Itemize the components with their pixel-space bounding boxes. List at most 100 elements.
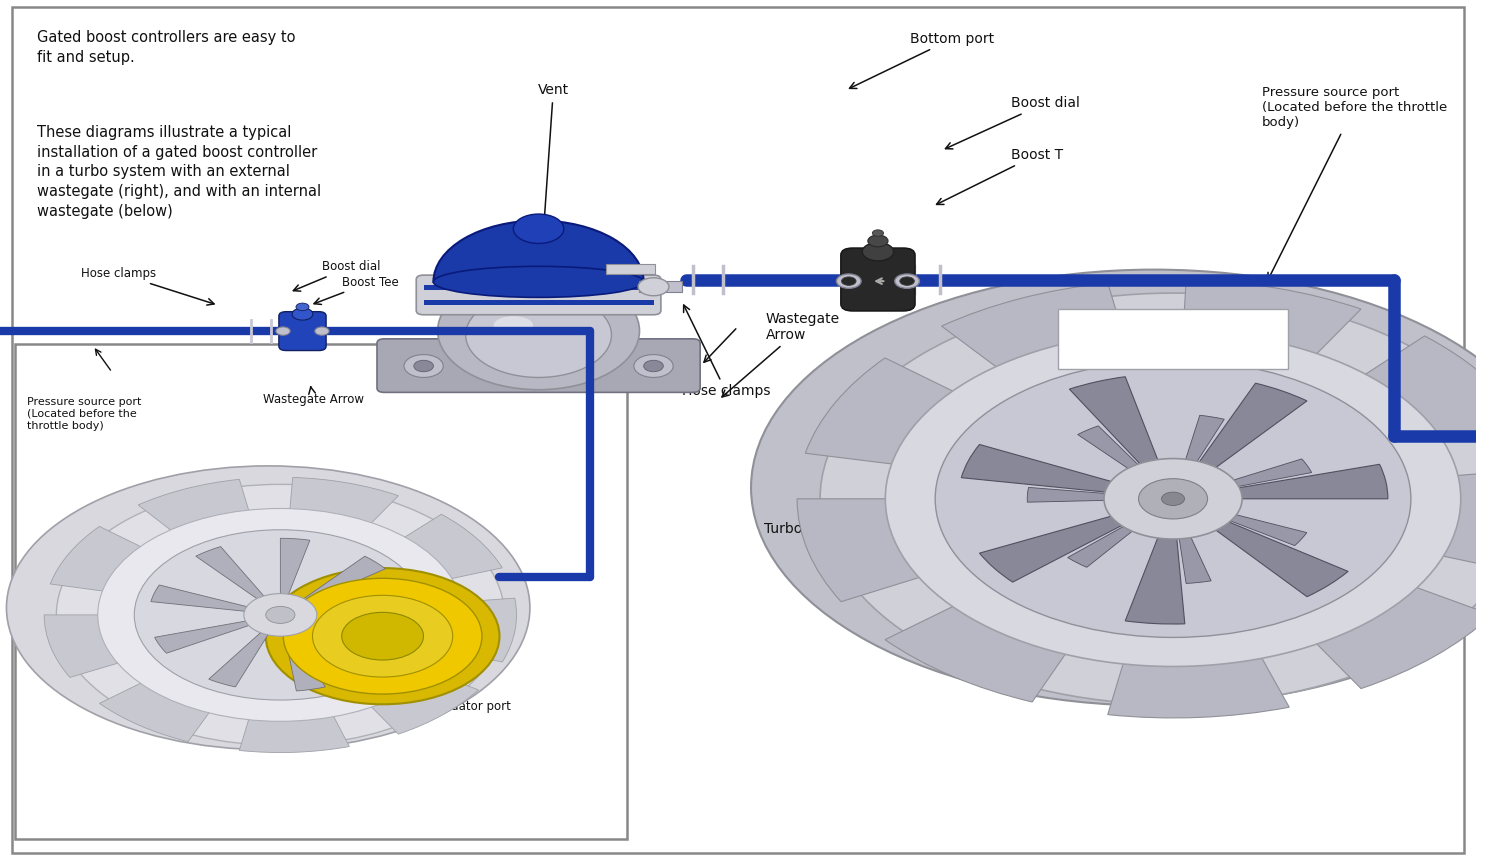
Circle shape — [437, 272, 639, 390]
Circle shape — [405, 354, 443, 378]
Circle shape — [293, 308, 314, 320]
Circle shape — [57, 484, 505, 746]
Wedge shape — [1173, 384, 1306, 499]
Bar — [606, 264, 655, 273]
Wedge shape — [51, 526, 281, 615]
Wedge shape — [1173, 280, 1362, 499]
Circle shape — [266, 606, 296, 624]
Wedge shape — [1067, 499, 1173, 568]
Circle shape — [1139, 479, 1208, 519]
Wedge shape — [281, 538, 311, 615]
Circle shape — [414, 360, 433, 372]
Ellipse shape — [6, 466, 530, 750]
FancyBboxPatch shape — [841, 248, 915, 311]
FancyBboxPatch shape — [15, 344, 627, 838]
Circle shape — [266, 568, 500, 704]
Wedge shape — [1173, 499, 1211, 583]
Wedge shape — [979, 499, 1173, 582]
Wedge shape — [1108, 499, 1290, 718]
Text: Boost dial: Boost dial — [293, 260, 381, 292]
FancyBboxPatch shape — [12, 7, 1463, 853]
Circle shape — [1103, 458, 1242, 539]
Circle shape — [885, 331, 1460, 666]
Wedge shape — [1173, 499, 1306, 545]
Circle shape — [643, 360, 663, 372]
Wedge shape — [155, 615, 281, 654]
Wedge shape — [1173, 499, 1348, 597]
Wedge shape — [281, 615, 394, 667]
Bar — [639, 281, 681, 292]
Circle shape — [97, 508, 463, 722]
Wedge shape — [433, 220, 643, 282]
Wedge shape — [139, 479, 281, 615]
Circle shape — [635, 354, 673, 378]
Wedge shape — [281, 514, 502, 615]
Circle shape — [867, 235, 888, 247]
FancyBboxPatch shape — [378, 339, 700, 392]
Wedge shape — [942, 283, 1173, 499]
Circle shape — [863, 243, 894, 261]
Circle shape — [134, 530, 427, 700]
Text: Hose clamps: Hose clamps — [682, 305, 770, 398]
Ellipse shape — [433, 267, 643, 298]
Circle shape — [894, 274, 920, 288]
Circle shape — [243, 593, 317, 636]
Wedge shape — [209, 615, 281, 687]
Circle shape — [514, 214, 564, 243]
Circle shape — [935, 360, 1411, 637]
Wedge shape — [196, 547, 281, 615]
Wedge shape — [1173, 464, 1388, 499]
Wedge shape — [281, 615, 478, 734]
Wedge shape — [281, 598, 517, 662]
Wedge shape — [797, 499, 1173, 602]
Text: Pressure source port
(Located before the
throttle body): Pressure source port (Located before the… — [27, 397, 140, 431]
FancyBboxPatch shape — [417, 275, 661, 315]
Text: Wastegate actuator port: Wastegate actuator port — [366, 657, 511, 714]
Wedge shape — [1069, 377, 1173, 499]
Wedge shape — [1173, 459, 1312, 499]
Text: Vent: Vent — [533, 83, 569, 340]
Wedge shape — [281, 556, 385, 615]
Circle shape — [284, 578, 482, 694]
Ellipse shape — [494, 316, 533, 335]
Circle shape — [296, 303, 309, 310]
Wedge shape — [281, 602, 412, 619]
Wedge shape — [45, 615, 281, 678]
Wedge shape — [239, 615, 349, 752]
Wedge shape — [1078, 426, 1173, 499]
Wedge shape — [1173, 415, 1224, 499]
Circle shape — [872, 230, 884, 236]
Ellipse shape — [751, 270, 1493, 705]
Text: Compressor: Compressor — [42, 644, 112, 673]
Bar — [1059, 309, 1288, 369]
Bar — [424, 300, 654, 304]
Circle shape — [820, 293, 1493, 704]
Wedge shape — [961, 445, 1173, 499]
Text: Hose clamps: Hose clamps — [81, 267, 213, 305]
Text: Turbocharger: Turbocharger — [764, 518, 1072, 536]
FancyBboxPatch shape — [279, 311, 325, 351]
Wedge shape — [151, 585, 281, 615]
Wedge shape — [1027, 488, 1173, 502]
Wedge shape — [805, 358, 1173, 499]
Wedge shape — [281, 477, 399, 615]
Circle shape — [312, 595, 452, 677]
Circle shape — [900, 277, 914, 286]
Text: Boost dial: Boost dial — [945, 96, 1079, 149]
Text: Gated boost controllers are easy to
fit and setup.: Gated boost controllers are easy to fit … — [37, 30, 296, 64]
Wedge shape — [1126, 499, 1185, 624]
Text: Boost Tee: Boost Tee — [314, 275, 399, 304]
Circle shape — [1162, 492, 1184, 506]
Text: Pressure source port
(Located before the throttle
body): Pressure source port (Located before the… — [1262, 86, 1447, 280]
Circle shape — [315, 327, 328, 335]
Circle shape — [466, 292, 612, 378]
Wedge shape — [100, 615, 281, 741]
Circle shape — [638, 278, 669, 296]
Circle shape — [342, 612, 424, 660]
Wedge shape — [1173, 499, 1492, 689]
Wedge shape — [1173, 336, 1493, 499]
Wedge shape — [885, 499, 1173, 702]
Text: Bottom port: Bottom port — [850, 32, 994, 89]
Text: Wastegate Arrow: Wastegate Arrow — [263, 387, 364, 406]
Circle shape — [842, 277, 855, 286]
